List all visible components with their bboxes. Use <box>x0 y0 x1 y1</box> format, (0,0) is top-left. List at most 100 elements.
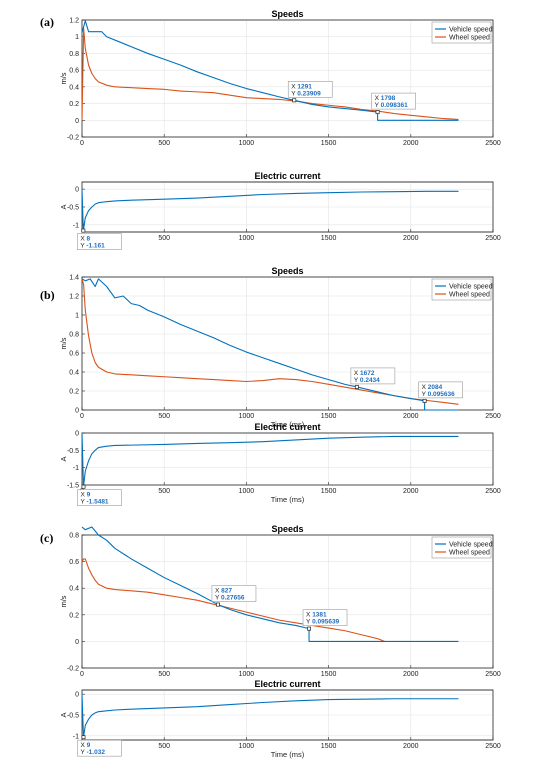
speeds-datatip-marker <box>307 626 311 631</box>
current-datatip-marker <box>81 484 86 489</box>
current-y-axis-label: A <box>59 712 68 717</box>
current-title: Electric current <box>254 679 320 689</box>
speeds-y-axis-label: m/s <box>59 337 68 349</box>
speeds-datatip-box <box>211 585 257 602</box>
datatip-x-value: 2084 <box>428 384 443 391</box>
electric-current-line <box>81 694 459 738</box>
current-datatip-box <box>77 233 122 250</box>
current-title: Electric current <box>254 422 320 432</box>
speeds-x-tick-label: 0 <box>80 413 84 420</box>
speeds-datatip-y: Y 0.098361 <box>375 102 409 109</box>
speeds-x-tick-label: 2500 <box>485 140 501 147</box>
datatip-y-value: 0.098361 <box>381 102 408 109</box>
speeds-y-tick-label: 0.2 <box>69 389 79 396</box>
vehicle-speed-line <box>81 526 459 642</box>
speeds-x-tick-label: 1000 <box>239 671 255 678</box>
datatip-x-value: 1291 <box>297 83 312 90</box>
speeds-x-tick-label: 1500 <box>321 413 337 420</box>
legend-box <box>431 21 492 44</box>
speeds-datatip-x: X 2084 <box>422 384 443 391</box>
speeds-y-tick-label: 0.6 <box>69 68 79 75</box>
speeds-frame <box>81 276 494 411</box>
speeds-x-axis-label: Time (ms) <box>271 420 305 429</box>
speeds-datatip-marker <box>375 110 380 115</box>
speeds-x-tick-label: 500 <box>158 413 170 420</box>
speeds-x-tick-label: 2000 <box>403 140 419 147</box>
current-y-tick-label: 0 <box>75 431 79 438</box>
current-datatip-y: Y -1.032 <box>80 749 105 756</box>
speeds-y-tick-label: 0 <box>75 639 79 646</box>
legend-box <box>431 536 492 559</box>
current-y-tick-label: -1 <box>73 733 79 740</box>
datatip-x-value: 1381 <box>312 612 327 619</box>
datatip-y-value: 0.27656 <box>221 595 245 602</box>
datatip-y-value: -1.032 <box>87 749 106 756</box>
speeds-datatip-x: X 1798 <box>375 95 396 102</box>
speeds-x-tick-label: 2000 <box>403 413 419 420</box>
panel-c: (c)0 500 1000 1500 2000 2500-0.200.20.40.60.8… <box>40 524 501 759</box>
datatip-x-value: 1798 <box>381 95 396 102</box>
current-datatip-x: X 9 <box>80 742 90 749</box>
speeds-y-tick-label: 0.4 <box>69 84 79 91</box>
current-datatip-x: X 9 <box>80 492 90 499</box>
vehicle-speed-line <box>81 20 459 121</box>
current-y-tick-label: -0.5 <box>67 448 79 455</box>
speeds-y-tick-label: 1.2 <box>69 18 79 25</box>
speeds-frame <box>81 534 494 669</box>
panel-a: (a)0 500 1000 1500 2000 2500-0.200.20.40.60.8… <box>40 9 501 250</box>
speeds-y-tick-label: 0.8 <box>69 332 79 339</box>
current-y-axis-label: A <box>59 204 68 209</box>
vehicle-speed-line <box>81 278 459 411</box>
speeds-datatip-y: Y 0.2434 <box>354 377 380 384</box>
current-x-tick-label: 2500 <box>485 488 501 495</box>
legend-entry: Vehicle speed <box>449 284 493 291</box>
current-y-tick-label: 0 <box>75 187 79 194</box>
speeds-datatip-x: X 827 <box>215 588 232 595</box>
panel-label: (a) <box>40 15 54 29</box>
current-datatip-marker <box>81 228 86 233</box>
wheel-speed-line <box>81 27 459 121</box>
electric-current-line <box>81 189 459 232</box>
speeds-datatip-y: Y 0.27656 <box>215 595 245 602</box>
speeds-datatip-x: X 1381 <box>306 612 327 619</box>
speeds-y-tick-label: 1 <box>75 34 79 41</box>
current-y-tick-label: 0 <box>75 692 79 699</box>
legend-entry: Wheel speed <box>449 292 490 299</box>
speeds-datatip-box <box>371 92 416 110</box>
panel-label: (c) <box>40 531 53 545</box>
speeds-x-tick-label: 1000 <box>239 413 255 420</box>
panel-b: (b) 0 500 1000 1500 2000 2500 0 0.2 0.4 0.6 0.8 1 1.2… <box>40 266 501 506</box>
current-x-tick-label: 2500 <box>485 235 501 242</box>
speeds-datatip-marker <box>422 398 427 403</box>
speeds-x-tick-label: 0 <box>80 140 84 147</box>
legend-entry: Vehicle speed <box>449 27 493 34</box>
datatip-x-value: 827 <box>221 588 232 595</box>
speeds-datatip-box <box>287 81 333 98</box>
current-y-tick-label: -0.5 <box>67 713 79 720</box>
speeds-datatip-y: Y 0.095636 <box>422 391 456 398</box>
speeds-x-tick-label: 500 <box>158 140 170 147</box>
datatip-x-value: 1672 <box>360 370 375 377</box>
current-x-tick-label: 2000 <box>403 488 419 495</box>
current-frame <box>81 181 494 233</box>
current-x-tick-label: 2500 <box>485 743 501 750</box>
datatip-x-value: 8 <box>86 236 90 243</box>
current-y-tick-label: -1 <box>73 465 79 472</box>
speeds-x-tick-label: 1500 <box>321 671 337 678</box>
speeds-plot-area <box>81 19 494 138</box>
speeds-y-tick-label: 1 <box>75 313 79 320</box>
datatip-y-value: 0.2434 <box>360 377 380 384</box>
current-datatip-box <box>77 739 122 757</box>
speeds-datatip-marker <box>354 384 359 389</box>
speeds-x-tick-label: 2500 <box>485 413 501 420</box>
datatip-y-value: 0.095636 <box>428 391 455 398</box>
speeds-y-tick-label: 0.6 <box>69 351 79 358</box>
speeds-y-tick-label: 0.4 <box>69 370 79 377</box>
speeds-x-tick-label: 0 <box>80 671 84 678</box>
legend-entry: Vehicle speed <box>449 542 493 549</box>
speeds-x-tick-label: 2000 <box>403 671 419 678</box>
speeds-frame <box>81 19 494 138</box>
speeds-y-tick-label: 0.4 <box>69 586 79 593</box>
speeds-y-tick-label: -0.2 <box>67 135 79 142</box>
